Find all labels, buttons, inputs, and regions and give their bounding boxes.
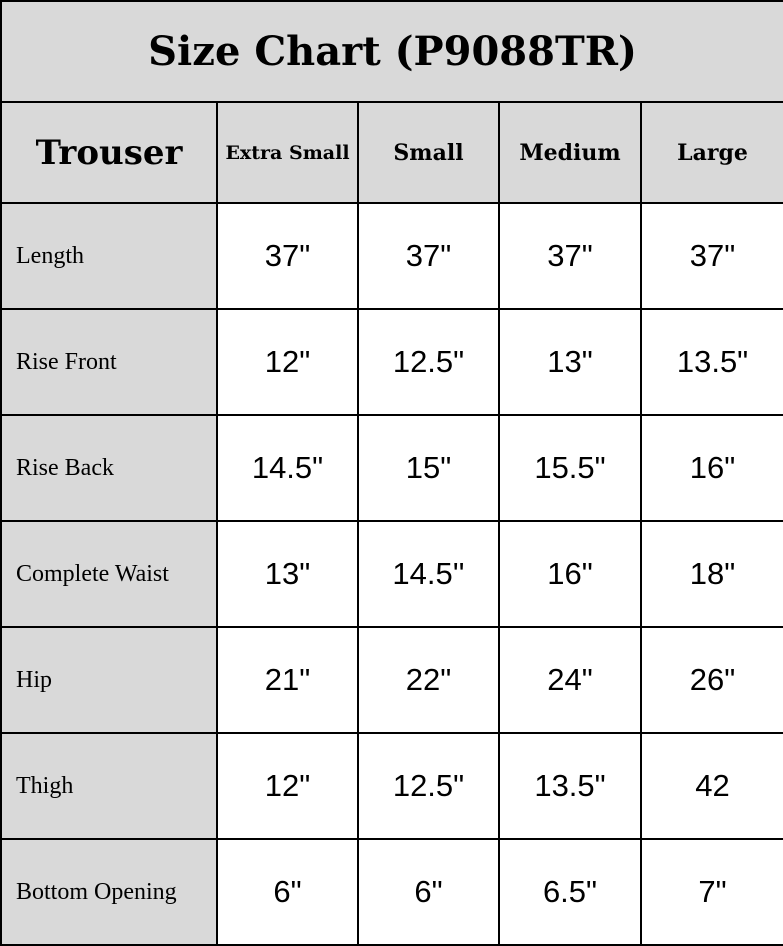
measurement-cell: 13.5" <box>498 732 642 840</box>
header-size-small: Small <box>357 101 500 204</box>
row-label: Rise Back <box>0 414 218 522</box>
measurement-cell: 13" <box>216 520 359 628</box>
row-label: Hip <box>0 626 218 734</box>
table-row: Bottom Opening 6" 6" 6.5" 7" <box>0 838 783 946</box>
measurement-cell: 37" <box>216 202 359 310</box>
measurement-cell: 13.5" <box>639 308 783 416</box>
measurement-cell: 12" <box>216 308 359 416</box>
measurement-cell: 37" <box>498 202 642 310</box>
measurement-cell: 16" <box>498 520 642 628</box>
measurement-cell: 14.5'' <box>357 520 500 628</box>
measurement-cell: 14.5" <box>216 414 359 522</box>
table-row: Rise Front 12" 12.5" 13" 13.5" <box>0 308 783 416</box>
measurement-cell: 15.5" <box>498 414 642 522</box>
measurement-cell: 42 <box>639 732 783 840</box>
table-title: Size Chart (P9088TR) <box>0 0 783 103</box>
table-row: Length 37" 37" 37" 37" <box>0 202 783 310</box>
measurement-cell: 6" <box>357 838 500 946</box>
measurement-cell: 37" <box>357 202 500 310</box>
header-row: Trouser Extra Small Small Medium Large <box>0 101 783 204</box>
measurement-cell: 22" <box>357 626 500 734</box>
measurement-cell: 37" <box>639 202 783 310</box>
measurement-cell: 12" <box>216 732 359 840</box>
header-size-extra-small: Extra Small <box>216 101 359 204</box>
measurement-cell: 12.5" <box>357 308 500 416</box>
table-row: Rise Back 14.5" 15" 15.5" 16" <box>0 414 783 522</box>
row-label: Rise Front <box>0 308 218 416</box>
measurement-cell: 7" <box>639 838 783 946</box>
table-row: Complete Waist 13" 14.5'' 16" 18" <box>0 520 783 628</box>
measurement-cell: 12.5" <box>357 732 500 840</box>
row-label: Bottom Opening <box>0 838 218 946</box>
measurement-cell: 24" <box>498 626 642 734</box>
measurement-cell: 18" <box>639 520 783 628</box>
measurement-cell: 6.5" <box>498 838 642 946</box>
measurement-cell: 15" <box>357 414 500 522</box>
table-row: Thigh 12" 12.5" 13.5" 42 <box>0 732 783 840</box>
header-size-medium: Medium <box>498 101 642 204</box>
header-size-large: Large <box>639 101 783 204</box>
row-label: Thigh <box>0 732 218 840</box>
measurement-cell: 6" <box>216 838 359 946</box>
measurement-cell: 16" <box>639 414 783 522</box>
row-label: Length <box>0 202 218 310</box>
table-row: Hip 21" 22" 24" 26" <box>0 626 783 734</box>
measurement-cell: 26" <box>639 626 783 734</box>
measurement-cell: 13" <box>498 308 642 416</box>
header-corner: Trouser <box>0 101 218 204</box>
row-label: Complete Waist <box>0 520 218 628</box>
measurement-cell: 21" <box>216 626 359 734</box>
